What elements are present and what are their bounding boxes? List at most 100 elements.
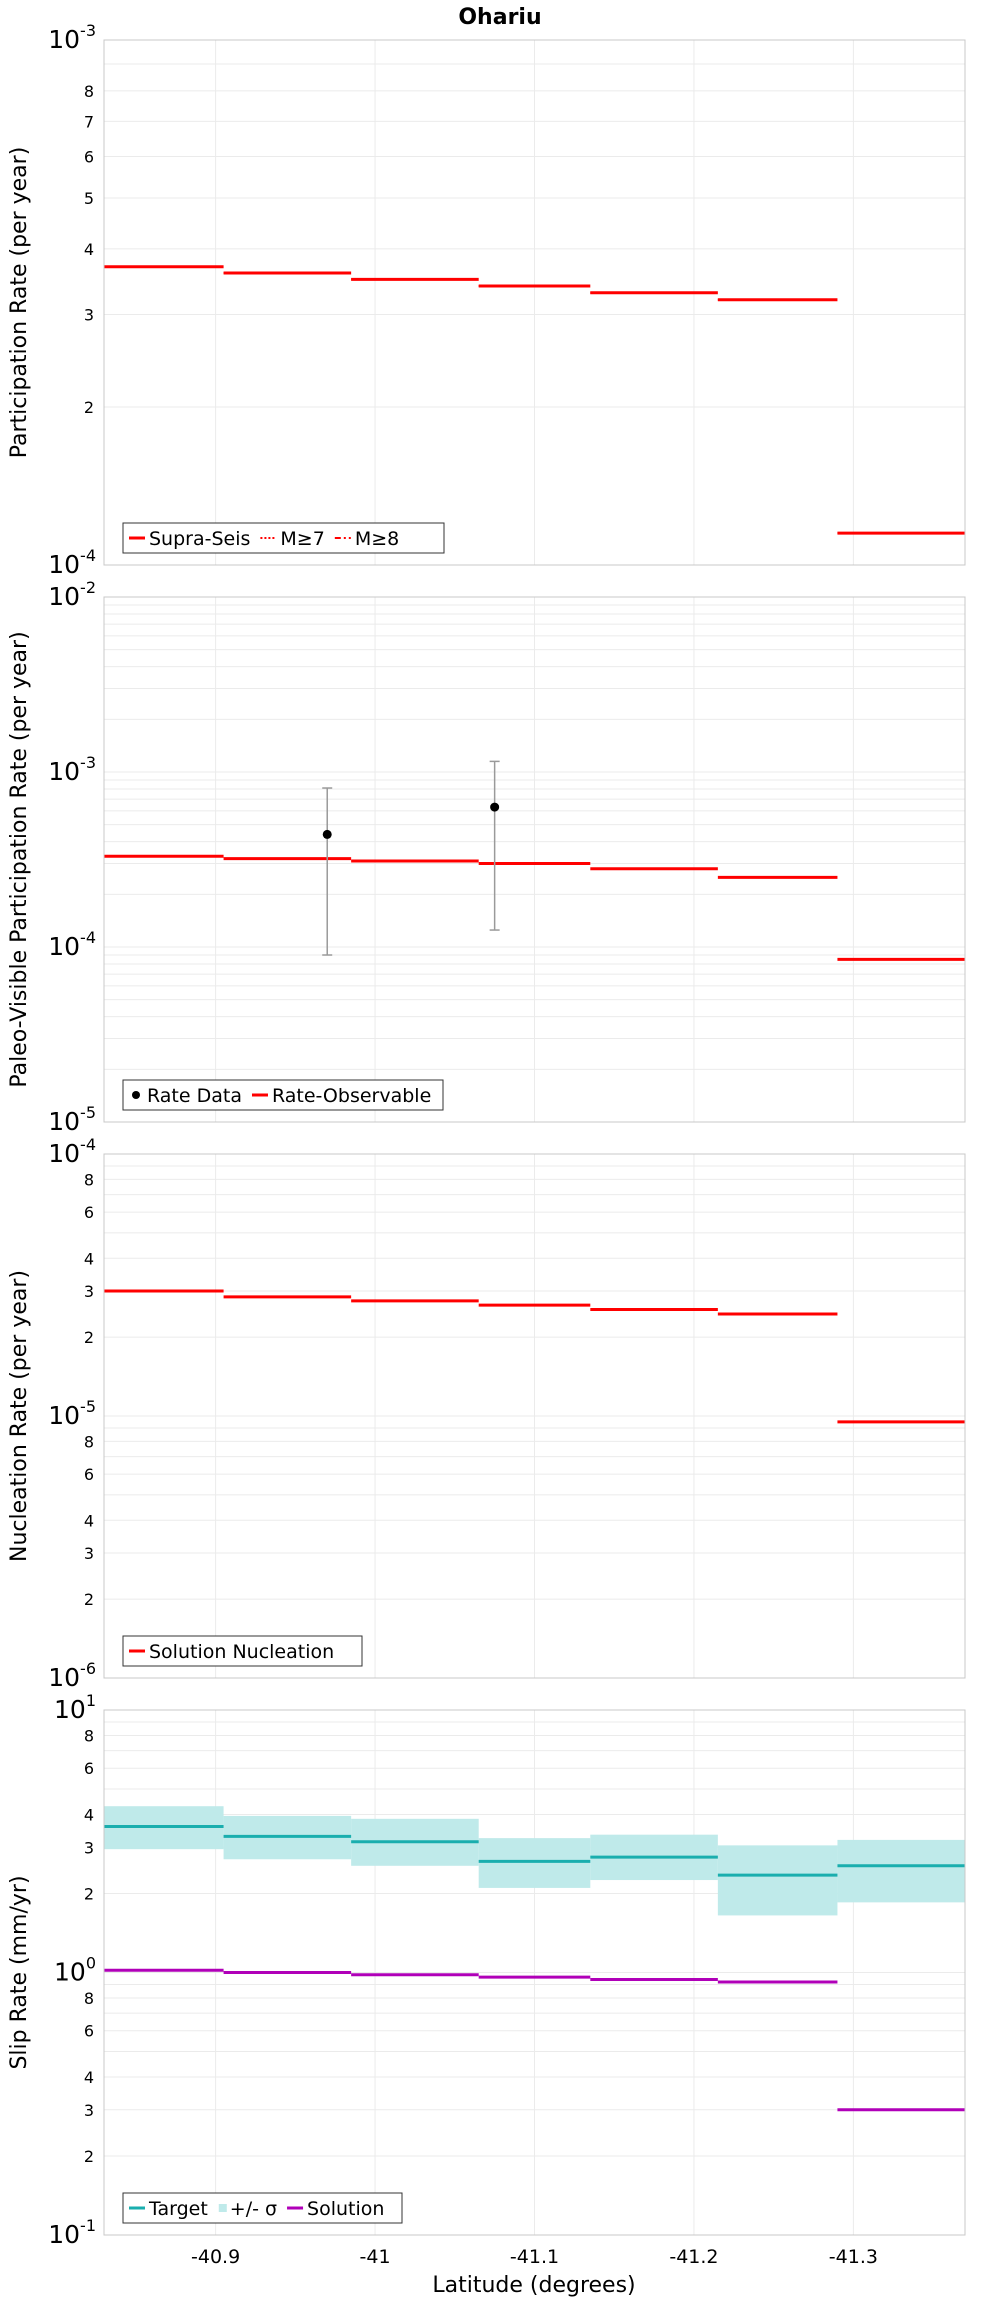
legend: Supra-Seis M≥7 M≥8: [122, 522, 445, 554]
legend-box: [122, 1635, 363, 1667]
y-tick-label: 6: [84, 2022, 94, 2041]
series-group: [104, 265, 965, 535]
y-tick-label: 4: [84, 1249, 94, 1268]
series-group: [104, 1289, 965, 1424]
y-tick-exponent: -4: [80, 928, 96, 947]
y-tick-exponent: -2: [80, 578, 96, 597]
y-tick-label: 10-2: [48, 578, 96, 611]
y-axis-label: Paleo-Visible Participation Rate (per ye…: [7, 631, 32, 1087]
y-axis-label: Participation Rate (per year): [7, 147, 32, 459]
x-tick-label: -41.1: [510, 2246, 559, 2268]
legend-box: [122, 2192, 403, 2224]
y-tick-exponent: -1: [80, 2216, 96, 2235]
y-tick-label: 4: [84, 1805, 94, 1824]
y-tick-label: 2: [84, 1328, 94, 1347]
y-axis-label: Nucleation Rate (per year): [7, 1270, 32, 1562]
band-segment: [478, 1838, 591, 1888]
y-tick-label: 100: [54, 1954, 96, 1987]
y-axis-label: Slip Rate (mm/yr): [7, 1875, 32, 2069]
y-tick-exponent: -5: [80, 1397, 96, 1416]
y-tick-base: 10: [48, 1663, 80, 1692]
legend: Rate Data Rate-Observable: [122, 1079, 444, 1111]
legend: Solution Nucleation: [122, 1635, 363, 1667]
y-tick-label: 4: [84, 1511, 94, 1530]
y-tick-label: 6: [84, 1759, 94, 1778]
y-tick-base: 10: [48, 25, 80, 54]
y-tick-label: 8: [84, 1989, 94, 2008]
legend-marker: [132, 1091, 140, 1099]
legend-box: [122, 1079, 444, 1111]
y-tick-label: 2: [84, 1884, 94, 1903]
y-tick-label: 10-4: [48, 928, 96, 961]
y-tick-label: 8: [84, 82, 94, 101]
y-tick-label: 4: [84, 240, 94, 259]
y-tick-label: 6: [84, 1465, 94, 1484]
y-tick-label: 3: [84, 2101, 94, 2120]
y-tick-base: 10: [48, 757, 80, 786]
y-tick-exponent: -5: [80, 1103, 96, 1122]
y-tick-base: 10: [48, 1401, 80, 1430]
rate-data-points: [322, 760, 500, 956]
y-tick-base: 10: [48, 1107, 80, 1136]
band-segment: [717, 1845, 838, 1916]
legend-label: Solution Nucleation: [149, 1641, 334, 1663]
y-tick-label: 2: [84, 398, 94, 417]
y-tick-label: 10-5: [48, 1397, 96, 1430]
y-tick-label: 2: [84, 1590, 94, 1609]
data-point: [490, 802, 500, 812]
data-point: [322, 829, 332, 839]
y-tick-label: 10-4: [48, 546, 96, 579]
y-tick-base: 10: [48, 550, 80, 579]
x-tick-label: -40.9: [191, 2246, 240, 2268]
plot-border: [103, 596, 966, 1123]
y-tick-label: 10-3: [48, 753, 96, 786]
y-grid: [104, 597, 965, 1123]
y-tick-label: 10-1: [48, 2216, 96, 2249]
y-tick-label: 3: [84, 1838, 94, 1857]
y-tick-base: 10: [48, 932, 80, 961]
y-tick-label: 3: [84, 1544, 94, 1563]
y-tick-exponent: -3: [80, 21, 96, 40]
legend-marker: [218, 2204, 227, 2212]
y-tick-label: 3: [84, 1282, 94, 1301]
legend-label: Supra-Seis: [149, 528, 250, 550]
y-tick-label: 8: [84, 1170, 94, 1189]
y-tick-base: 10: [48, 1139, 80, 1168]
series-group: [104, 854, 965, 961]
legend-label: Rate Data: [147, 1085, 242, 1107]
y-tick-label: 4: [84, 2068, 94, 2087]
y-tick-base: 10: [54, 1695, 86, 1724]
y-tick-label: 8: [84, 1432, 94, 1451]
y-tick-exponent: -6: [80, 1659, 96, 1678]
plot-border: [103, 39, 966, 566]
y-tick-label: 5: [84, 189, 94, 208]
y-grid: [104, 1154, 965, 1679]
y-tick-label: 6: [84, 147, 94, 166]
y-tick-label: 3: [84, 306, 94, 325]
plot-border: [103, 1709, 966, 2236]
legend-label: Rate-Observable: [272, 1085, 431, 1107]
chart-title: Ohariu: [458, 5, 541, 30]
legend-label: Target: [148, 2198, 208, 2220]
y-tick-base: 10: [48, 2220, 80, 2249]
y-tick-label: 10-6: [48, 1659, 96, 1692]
y-tick-label: 101: [54, 1691, 96, 1724]
legend-label: +/- σ: [230, 2198, 277, 2220]
plot-border: [103, 1153, 966, 1679]
y-tick-label: 7: [84, 112, 94, 131]
y-tick-base: 10: [48, 582, 80, 611]
y-tick-exponent: -3: [80, 753, 96, 772]
y-tick-exponent: -4: [80, 546, 96, 565]
band-segment: [837, 1839, 965, 1903]
y-tick-label: 8: [84, 1726, 94, 1745]
y-tick-label: 10-3: [48, 21, 96, 54]
y-tick-base: 10: [54, 1958, 86, 1987]
y-grid: [104, 1710, 965, 2236]
y-grid: [104, 40, 965, 566]
x-tick-label: -41: [360, 2246, 391, 2268]
y-tick-label: 10-5: [48, 1103, 96, 1136]
